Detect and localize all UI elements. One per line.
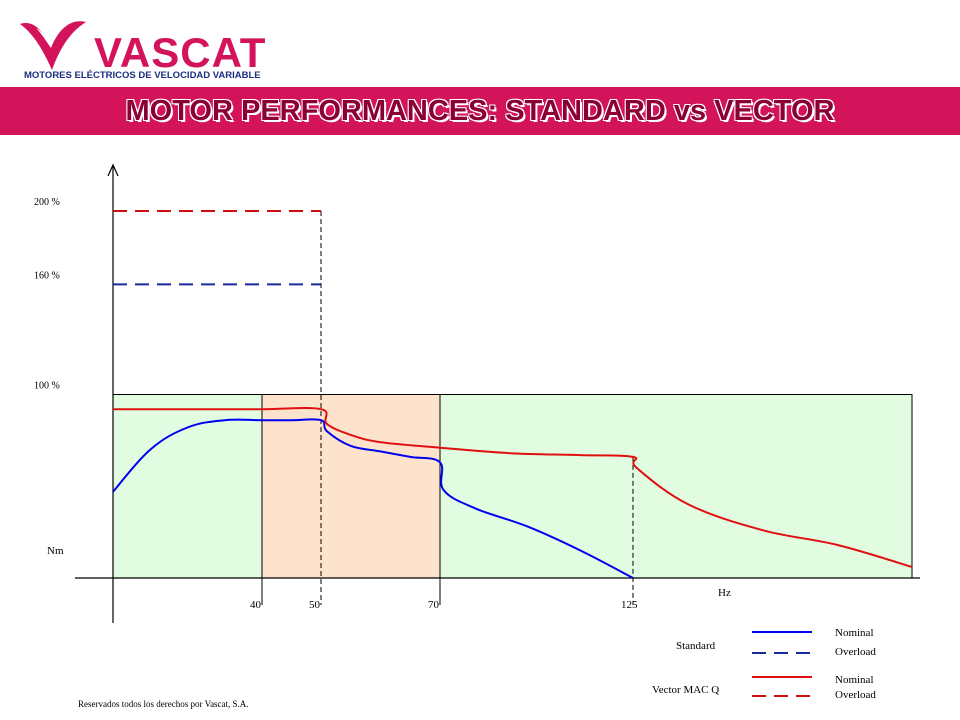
- region-50-70: [321, 394, 440, 578]
- x-tick-label: 50: [309, 599, 321, 611]
- series-vector-mac-q-nominal: [112, 407, 913, 568]
- chart-regions: [112, 394, 913, 579]
- legend-overload-label: Overload: [835, 646, 876, 658]
- y-tick-label: 200 %: [34, 197, 60, 208]
- legend-nominal-label-2: Nominal: [835, 674, 874, 686]
- region-70-125: [440, 394, 633, 578]
- y-tick-label: 160 %: [34, 270, 60, 281]
- region-40-50: [262, 394, 321, 578]
- legend-overload-label-2: Overload: [835, 689, 876, 701]
- copyright-footer: Reservados todos los derechos por Vascat…: [78, 699, 249, 709]
- chart-series: [112, 210, 913, 579]
- x-axis-label: Hz: [718, 587, 731, 599]
- y-tick-label: 100 %: [34, 381, 60, 392]
- chart-labels: 200 % 160 % 100 % 40 50 70 125 Nm Hz: [34, 197, 731, 611]
- legend-standard-label: Standard: [676, 640, 716, 652]
- chart-axes: [75, 163, 920, 623]
- x-tick-label: 40: [250, 599, 262, 611]
- x-tick-label: 125: [621, 599, 638, 611]
- legend-lines: [752, 631, 812, 697]
- x-tick-label: 70: [428, 599, 440, 611]
- region-high: [633, 394, 912, 578]
- title-bar: MOTOR PERFORMANCES: STANDARD vs VECTOR: [0, 87, 960, 135]
- legend-nominal-label: Nominal: [835, 627, 874, 639]
- series-standard-nominal: [112, 418, 634, 579]
- logo-wordmark: VASCAT: [94, 29, 267, 76]
- legend-vector-label: Vector MAC Q: [652, 684, 720, 696]
- logo-subtitle: MOTORES ELÉCTRICOS DE VELOCIDAD VARIABLE: [24, 70, 261, 81]
- chart-guides: [261, 211, 634, 605]
- y-axis-label: Nm: [47, 545, 64, 557]
- region-low: [113, 394, 262, 578]
- vascat-logo: VASCAT MOTORES ELÉCTRICOS DE VELOCIDAD V…: [18, 14, 268, 84]
- y-axis-arrow: [107, 163, 119, 177]
- page-title: MOTOR PERFORMANCES: STANDARD vs VECTOR: [125, 94, 835, 127]
- vascat-v-icon: [20, 21, 86, 70]
